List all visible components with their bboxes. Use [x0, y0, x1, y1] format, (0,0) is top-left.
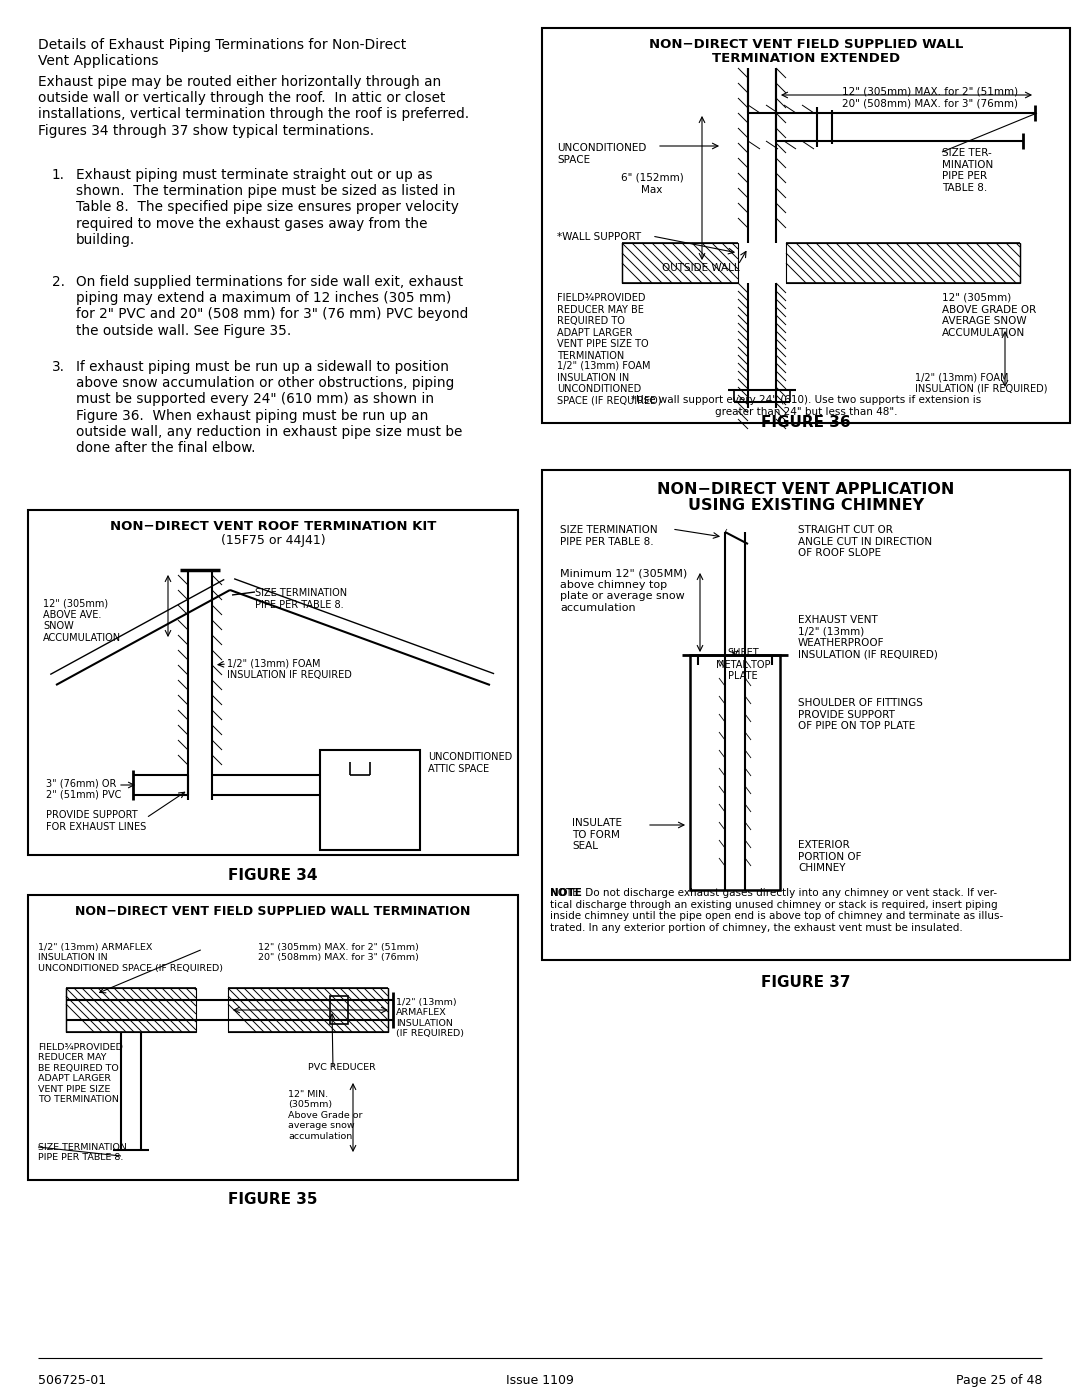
Text: 1/2" (13mm)
ARMAFLEX
INSULATION
(IF REQUIRED): 1/2" (13mm) ARMAFLEX INSULATION (IF REQU…: [396, 997, 464, 1038]
Bar: [320, 750, 420, 849]
Text: Exhaust piping must terminate straight out or up as
shown.  The termination pipe: Exhaust piping must terminate straight o…: [76, 168, 459, 247]
Text: 12" (305mm)
ABOVE GRADE OR
AVERAGE SNOW
ACCUMULATION: 12" (305mm) ABOVE GRADE OR AVERAGE SNOW …: [942, 293, 1036, 338]
Text: (15F75 or 44J41): (15F75 or 44J41): [220, 534, 325, 548]
Text: FIGURE 37: FIGURE 37: [761, 975, 851, 990]
Text: NON−DIRECT VENT FIELD SUPPLIED WALL: NON−DIRECT VENT FIELD SUPPLIED WALL: [649, 38, 963, 52]
Bar: [330, 996, 348, 1024]
Text: TERMINATION EXTENDED: TERMINATION EXTENDED: [712, 52, 900, 66]
Text: PROVIDE SUPPORT
FOR EXHAUST LINES: PROVIDE SUPPORT FOR EXHAUST LINES: [46, 810, 146, 831]
Text: 506725-01: 506725-01: [38, 1375, 106, 1387]
Text: NON−DIRECT VENT APPLICATION: NON−DIRECT VENT APPLICATION: [658, 482, 955, 497]
Bar: [28, 510, 518, 855]
Text: 12" (305mm)
ABOVE AVE.
SNOW
ACCUMULATION: 12" (305mm) ABOVE AVE. SNOW ACCUMULATION: [43, 598, 121, 643]
Text: NOTE: NOTE: [550, 888, 582, 898]
Text: SIZE TERMINATION
PIPE PER TABLE 8.: SIZE TERMINATION PIPE PER TABLE 8.: [38, 1143, 126, 1162]
Text: 12" (305mm) MAX. for 2" (51mm): 12" (305mm) MAX. for 2" (51mm): [842, 87, 1018, 96]
Text: NOTE  Do not discharge exhaust gases directly into any chimney or vent stack. If: NOTE Do not discharge exhaust gases dire…: [550, 888, 1003, 933]
Text: PVC REDUCER: PVC REDUCER: [308, 1063, 376, 1071]
Text: SIZE TERMINATION
PIPE PER TABLE 8.: SIZE TERMINATION PIPE PER TABLE 8.: [255, 588, 347, 609]
Text: NON−DIRECT VENT FIELD SUPPLIED WALL TERMINATION: NON−DIRECT VENT FIELD SUPPLIED WALL TERM…: [76, 905, 471, 918]
Text: 20" (508mm) MAX. for 3" (76mm): 20" (508mm) MAX. for 3" (76mm): [842, 98, 1018, 108]
Text: FIGURE 34: FIGURE 34: [228, 868, 318, 883]
Text: 6" (152mm)
Max: 6" (152mm) Max: [621, 173, 684, 194]
Text: NON−DIRECT VENT ROOF TERMINATION KIT: NON−DIRECT VENT ROOF TERMINATION KIT: [110, 520, 436, 534]
Bar: [542, 28, 1070, 423]
Text: FIGURE 36: FIGURE 36: [761, 415, 851, 430]
Text: On field supplied terminations for side wall exit, exhaust
piping may extend a m: On field supplied terminations for side …: [76, 275, 469, 338]
Text: SIZE TER-
MINATION
PIPE PER
TABLE 8.: SIZE TER- MINATION PIPE PER TABLE 8.: [942, 148, 994, 193]
Text: FIELD¾PROVIDED
REDUCER MAY BE
REQUIRED TO
ADAPT LARGER
VENT PIPE SIZE TO
TERMINA: FIELD¾PROVIDED REDUCER MAY BE REQUIRED T…: [557, 293, 649, 360]
Text: 1/2" (13mm) FOAM
INSULATION (IF REQUIRED): 1/2" (13mm) FOAM INSULATION (IF REQUIRED…: [915, 372, 1048, 394]
Text: FIELD¾PROVIDED
REDUCER MAY
BE REQUIRED TO
ADAPT LARGER
VENT PIPE SIZE
TO TERMINA: FIELD¾PROVIDED REDUCER MAY BE REQUIRED T…: [38, 1044, 123, 1104]
Text: UNCONDITIONED
SPACE: UNCONDITIONED SPACE: [557, 142, 646, 165]
Text: SHEET
METAL TOP
PLATE: SHEET METAL TOP PLATE: [716, 648, 770, 682]
Bar: [28, 895, 518, 1180]
Text: UNCONDITIONED
ATTIC SPACE: UNCONDITIONED ATTIC SPACE: [428, 752, 512, 774]
Bar: [690, 655, 780, 890]
Text: *Use wall support every 24" (610). Use two supports if extension is
greater than: *Use wall support every 24" (610). Use t…: [631, 395, 981, 416]
Text: If exhaust piping must be run up a sidewall to position
above snow accumulation : If exhaust piping must be run up a sidew…: [76, 360, 462, 455]
Bar: [622, 243, 738, 284]
Text: Details of Exhaust Piping Terminations for Non-Direct
Vent Applications: Details of Exhaust Piping Terminations f…: [38, 38, 406, 68]
Text: 1/2" (13mm) FOAM
INSULATION IN
UNCONDITIONED
SPACE (IF REQUIRED): 1/2" (13mm) FOAM INSULATION IN UNCONDITI…: [557, 360, 661, 405]
Text: Page 25 of 48: Page 25 of 48: [956, 1375, 1042, 1387]
Text: 3" (76mm) OR
2" (51mm) PVC: 3" (76mm) OR 2" (51mm) PVC: [46, 778, 121, 799]
Text: Exhaust pipe may be routed either horizontally through an
outside wall or vertic: Exhaust pipe may be routed either horizo…: [38, 75, 469, 137]
Text: EXHAUST VENT
1/2" (13mm)
WEATHERPROOF
INSULATION (IF REQUIRED): EXHAUST VENT 1/2" (13mm) WEATHERPROOF IN…: [798, 615, 937, 659]
Bar: [542, 469, 1070, 960]
Text: 12" (305mm) MAX. for 2" (51mm)
20" (508mm) MAX. for 3" (76mm): 12" (305mm) MAX. for 2" (51mm) 20" (508m…: [258, 943, 419, 963]
Text: 1/2" (13mm) FOAM
INSULATION IF REQUIRED: 1/2" (13mm) FOAM INSULATION IF REQUIRED: [227, 658, 352, 679]
Text: SIZE TERMINATION
PIPE PER TABLE 8.: SIZE TERMINATION PIPE PER TABLE 8.: [561, 525, 658, 546]
Text: STRAIGHT CUT OR
ANGLE CUT IN DIRECTION
OF ROOF SLOPE: STRAIGHT CUT OR ANGLE CUT IN DIRECTION O…: [798, 525, 932, 559]
Text: FIGURE 35: FIGURE 35: [228, 1192, 318, 1207]
Text: INSULATE
TO FORM
SEAL: INSULATE TO FORM SEAL: [572, 819, 622, 851]
Text: *WALL SUPPORT: *WALL SUPPORT: [557, 232, 642, 242]
Text: 1.: 1.: [52, 168, 65, 182]
Text: 2.: 2.: [52, 275, 65, 289]
Bar: [786, 243, 1020, 284]
Text: USING EXISTING CHIMNEY: USING EXISTING CHIMNEY: [688, 497, 924, 513]
Bar: [228, 988, 388, 1032]
Text: Minimum 12" (305MM)
above chimney top
plate or average snow
accumulation: Minimum 12" (305MM) above chimney top pl…: [561, 569, 687, 613]
Text: 3.: 3.: [52, 360, 65, 374]
Bar: [66, 988, 195, 1032]
Text: EXTERIOR
PORTION OF
CHIMNEY: EXTERIOR PORTION OF CHIMNEY: [798, 840, 862, 873]
Text: 1/2" (13mm) ARMAFLEX
INSULATION IN
UNCONDITIONED SPACE (IF REQUIRED): 1/2" (13mm) ARMAFLEX INSULATION IN UNCON…: [38, 943, 222, 972]
Text: OUTSIDE WALL: OUTSIDE WALL: [662, 263, 740, 272]
Text: 12" MIN.
(305mm)
Above Grade or
average snow
accumulation: 12" MIN. (305mm) Above Grade or average …: [288, 1090, 363, 1140]
Text: Issue 1109: Issue 1109: [507, 1375, 573, 1387]
Text: SHOULDER OF FITTINGS
PROVIDE SUPPORT
OF PIPE ON TOP PLATE: SHOULDER OF FITTINGS PROVIDE SUPPORT OF …: [798, 698, 923, 731]
